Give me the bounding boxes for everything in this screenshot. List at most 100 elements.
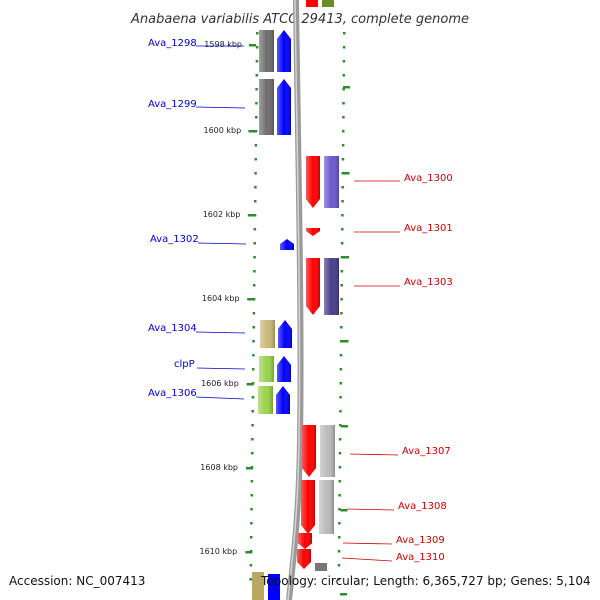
track-tick [340, 270, 344, 273]
gene-arrow-shading [306, 228, 320, 236]
track-tick [255, 88, 258, 91]
ruler-major-tick [341, 340, 349, 343]
track-tick [254, 130, 258, 133]
track-tick [340, 312, 343, 315]
track-tick [252, 354, 255, 357]
track-tick [338, 480, 342, 483]
ruler-major-tick [341, 425, 348, 428]
ruler-major-tick [248, 130, 256, 133]
gene-label[interactable]: Ava_1302 [150, 234, 199, 245]
gene-label[interactable]: Ava_1299 [148, 99, 197, 110]
gene-arrow-shading [306, 156, 320, 208]
ruler-major-tick [340, 593, 347, 596]
gene-leader-line [196, 367, 246, 370]
gene-label[interactable]: Ava_1306 [148, 388, 197, 399]
gene-arrow-shading [277, 356, 291, 382]
feature-block-shading [324, 156, 339, 208]
feature-block-shading [259, 356, 274, 382]
gene-arrow-shading [276, 386, 290, 414]
gene-label[interactable]: Ava_1310 [396, 552, 445, 563]
track-tick [252, 312, 256, 315]
ruler-major-tick [247, 298, 255, 301]
track-tick [341, 214, 344, 217]
feature-block-shading [320, 425, 335, 477]
track-tick [343, 32, 346, 35]
ruler-label: 1606 kbp [201, 379, 239, 388]
ruler-major-tick [249, 44, 256, 47]
track-tick [251, 424, 254, 427]
feature-block-shading [258, 386, 273, 414]
gene-leader-line [346, 508, 395, 511]
ruler-major-tick [342, 256, 349, 259]
track-tick [253, 228, 257, 231]
gene-arrow-shading [280, 239, 294, 250]
accession-label: Accession: [9, 574, 73, 588]
genome-backbone [286, 0, 304, 600]
feature-block-shading [260, 320, 275, 348]
feature-block-partial [252, 572, 264, 600]
track-tick [337, 578, 341, 581]
gene-arrow-shading [302, 425, 316, 477]
track-tick [337, 550, 341, 553]
track-tick [338, 452, 342, 455]
feature-block-partial [322, 0, 334, 7]
gene-label[interactable]: Ava_1307 [402, 446, 451, 457]
track-tick [251, 368, 255, 371]
track-tick [339, 424, 342, 427]
track-tick [251, 438, 254, 441]
gene-leader-line [342, 542, 393, 545]
gene-arrow-partial [306, 0, 318, 7]
gene-label[interactable]: Ava_1303 [404, 277, 453, 288]
gene-arrow-shading [297, 549, 311, 569]
ruler-label: 1608 kbp [200, 463, 238, 472]
gene-arrow-shading [278, 320, 292, 348]
ruler-major-tick [247, 214, 255, 217]
gene-leader-line [349, 453, 399, 456]
track-tick [338, 508, 341, 511]
track-tick [338, 522, 341, 525]
gene-label[interactable]: Ava_1298 [148, 38, 197, 49]
ruler-major-tick [246, 383, 254, 386]
track-tick [341, 200, 344, 203]
track-tick [339, 340, 343, 343]
gene-leader-line [195, 396, 245, 400]
left-tick-track [249, 32, 259, 581]
gene-leader-line [197, 242, 247, 245]
track-tick [342, 130, 345, 133]
track-tick [341, 158, 345, 161]
gene-arrow-shading [301, 480, 315, 534]
accession-text: Accession: NC_007413 [9, 574, 145, 588]
feature-block-shading [259, 30, 274, 72]
track-tick [254, 116, 258, 119]
gene-label[interactable]: Ava_1308 [398, 501, 447, 512]
gene-label[interactable]: Ava_1301 [404, 223, 453, 234]
track-tick [253, 200, 257, 203]
gene-label[interactable]: clpP [174, 359, 195, 370]
track-tick [340, 326, 343, 329]
ruler-label: 1598 kbp [204, 40, 242, 49]
gene-label[interactable]: Ava_1300 [404, 173, 453, 184]
feature-block-shading [259, 79, 274, 135]
gene-arrow-partial [268, 574, 280, 600]
ruler-major-tick [343, 86, 350, 89]
track-tick [250, 494, 253, 497]
track-tick [339, 382, 342, 385]
track-tick [253, 214, 257, 217]
gene-arrow-shading [277, 79, 291, 135]
ruler-label: 1604 kbp [202, 294, 240, 303]
track-tick [252, 340, 255, 343]
track-tick [342, 46, 346, 49]
track-tick [253, 270, 256, 273]
track-tick [255, 102, 258, 105]
track-tick [255, 46, 259, 49]
track-tick [340, 298, 343, 301]
track-tick [249, 578, 252, 581]
accession-value: NC_007413 [76, 574, 146, 588]
track-tick [254, 186, 257, 189]
track-tick [342, 88, 345, 91]
gene-label[interactable]: Ava_1304 [148, 323, 197, 334]
ruler-major-tick [245, 551, 253, 554]
gene-labels: Ava_1298 Ava_1299 Ava_1300 Ava_1301 Ava_1302… [148, 38, 453, 563]
track-tick [252, 284, 256, 287]
gene-label[interactable]: Ava_1309 [396, 535, 445, 546]
